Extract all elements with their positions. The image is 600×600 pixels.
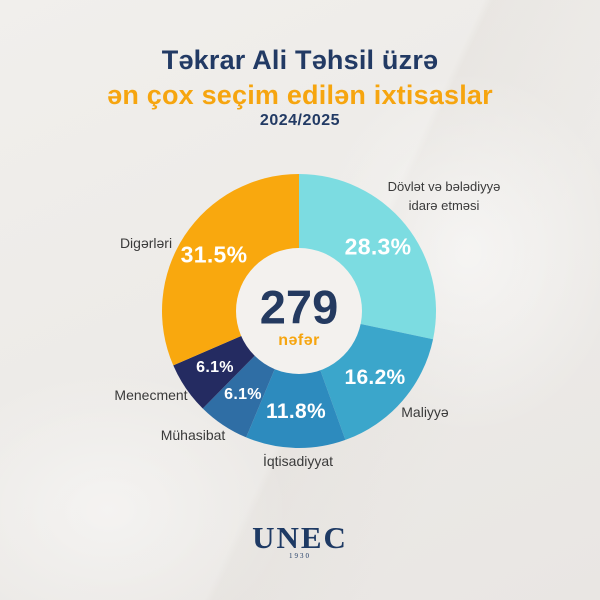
poster-title: Təkrar Ali Təhsil üzrə [161,45,439,75]
slice-label-maliyye: Maliyyə [401,404,449,420]
unec-logo-year: 1930 [289,552,311,560]
slice-percent-label-0: 28.3% [344,233,412,260]
center-total-unit: nəfər [278,332,320,349]
unec-logo: UNEC [252,520,348,555]
slice-label-muhasibat: Mühasibat [160,427,226,443]
slice-percent-label-5: 31.5% [180,241,248,268]
slice-label-dovlet: Dövlət və bələdiyyə idarə etməsi [387,179,501,213]
slice-percent-label-4: 6.1% [196,359,234,376]
poster-year: 2024/2025 [259,112,341,129]
slice-percent-label-1: 16.2% [344,366,406,389]
center-total-value: 279 [259,280,339,334]
pie-slice-2 [246,311,346,449]
slice-percent-label-2: 11.8% [266,400,326,423]
slice-label-menecment: Menecment [114,387,188,403]
slice-label-iqtisadiyyat: İqtisadiyyat [262,453,334,469]
donut-hole [236,248,362,374]
poster-subtitle: ən çox seçim edilən ixtisaslar [107,80,493,110]
slice-label-digerleri: Digərləri [119,235,173,251]
slice-percent-label-3: 6.1% [224,386,262,403]
